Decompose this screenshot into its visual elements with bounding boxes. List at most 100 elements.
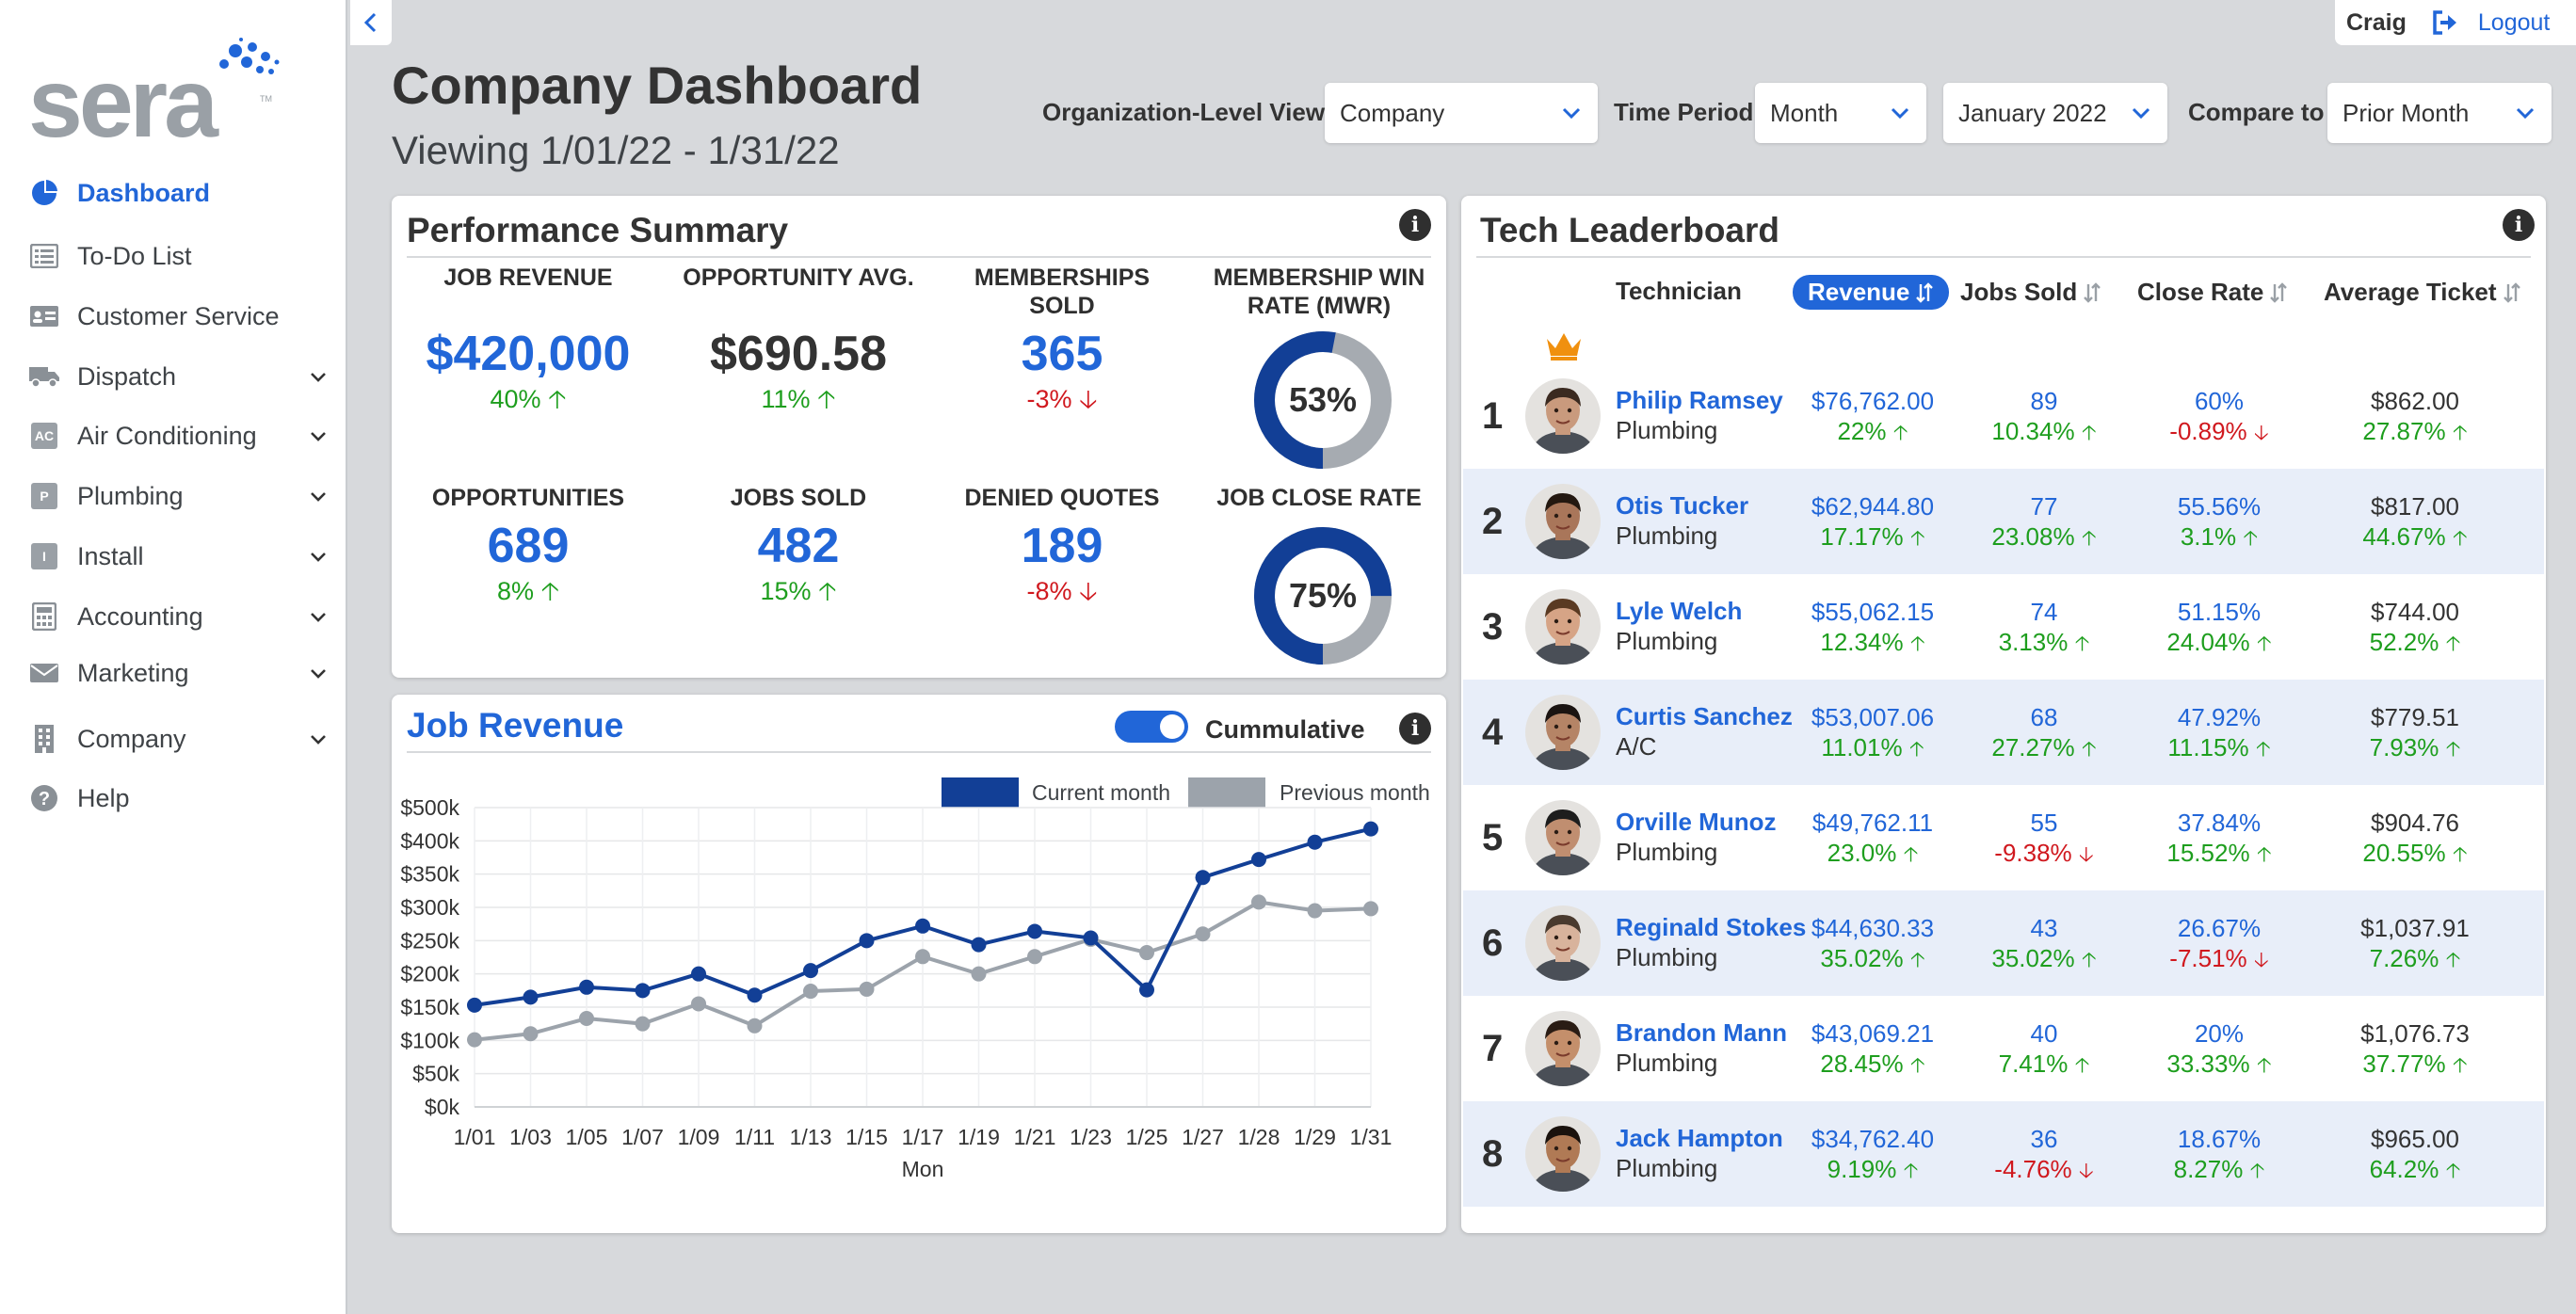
technician-department: Plumbing	[1616, 521, 1718, 550]
close-change: 15.52% 🡡	[2166, 839, 2272, 867]
leaderboard-row[interactable]: 3 Lyle Welch Plumbing $55,062.15 12.34% 🡡 74 3…	[1463, 574, 2544, 680]
data-point-previous	[1027, 949, 1042, 965]
data-point-current	[747, 987, 763, 1003]
arrow-up-icon: 🡡	[2081, 421, 2097, 444]
ticket-change: 27.87% 🡡	[2362, 417, 2468, 445]
leaderboard-row[interactable]: 5 Orville Munoz Plumbing $49,762.11 23.0% 🡡 5…	[1463, 785, 2544, 890]
column-header-average-ticket[interactable]: Average Ticket	[2324, 278, 2521, 307]
org-level-select[interactable]: Company	[1325, 83, 1598, 143]
arrow-down-icon: 🡣	[2253, 948, 2269, 971]
kpi-value: 189	[1021, 519, 1103, 573]
revenue-change: 9.19% 🡡	[1827, 1155, 1919, 1183]
x-tick-label: 1/07	[621, 1125, 664, 1149]
chevron-down-icon	[2516, 107, 2535, 120]
kpi-value: $690.58	[710, 327, 887, 381]
arrow-up-icon: 🡡	[1892, 421, 1908, 444]
sidebar-item-help[interactable]: ? Help	[28, 775, 330, 822]
compare-to-select[interactable]: Prior Month	[2327, 83, 2552, 143]
sidebar-item-todo[interactable]: To-Do List	[28, 232, 330, 280]
ticket-cell: $817.00 44.67% 🡡	[2335, 491, 2495, 553]
envelope-icon	[28, 657, 60, 689]
donut-fill	[1254, 527, 1392, 665]
x-tick-label: 1/21	[1014, 1125, 1056, 1149]
tech-leaderboard-title: Tech Leaderboard	[1480, 211, 1780, 249]
compare-to-value: Prior Month	[2343, 98, 2470, 127]
avatar	[1525, 800, 1601, 875]
leaderboard-row[interactable]: 1 Philip Ramsey Plumbing $76,762.00 22% 🡡 89 1…	[1463, 363, 2544, 469]
sera-logo[interactable]: sera TM	[28, 38, 280, 152]
jobs-value: 43	[2030, 914, 2058, 942]
technician-name[interactable]: Jack Hampton	[1616, 1124, 1783, 1152]
technician-name[interactable]: Otis Tucker	[1616, 491, 1749, 520]
data-point-previous	[635, 1016, 651, 1032]
info-icon[interactable]: i	[2503, 209, 2535, 241]
technician-name[interactable]: Philip Ramsey	[1616, 386, 1783, 414]
leaderboard-row[interactable]: 8 Jack Hampton Plumbing $34,762.40 9.19% 🡡 36…	[1463, 1101, 2544, 1207]
jobs-value: 55	[2030, 809, 2058, 837]
technician-name[interactable]: Lyle Welch	[1616, 597, 1743, 625]
column-header-jobs-sold[interactable]: Jobs Sold	[1960, 278, 2101, 307]
revenue-value: $76,762.00	[1811, 387, 1935, 415]
sort-icon	[2084, 281, 2101, 303]
sidebar-item-accounting[interactable]: Accounting	[28, 593, 330, 640]
sidebar-item-company[interactable]: Company	[28, 715, 330, 762]
arrow-up-icon: 🡡	[2445, 1159, 2461, 1182]
arrow-up-icon: 🡡	[2445, 632, 2461, 655]
arrow-up-icon: 🡡	[2452, 1053, 2468, 1077]
jobs-value: 68	[2030, 703, 2058, 731]
leaderboard-row[interactable]: 7 Brandon Mann Plumbing $43,069.21 28.45% 🡡 4…	[1463, 996, 2544, 1101]
jobs-change: 27.27% 🡡	[1991, 733, 2097, 761]
time-period-select[interactable]: Month	[1755, 83, 1926, 143]
sidebar-item-dashboard[interactable]: Dashboard	[28, 169, 330, 216]
y-tick-label: $200k	[400, 962, 459, 986]
ticket-value: $862.00	[2371, 387, 2459, 415]
revenue-cell: $43,069.21 28.45% 🡡	[1793, 1018, 1953, 1081]
technician-name[interactable]: Orville Munoz	[1616, 808, 1777, 836]
leaderboard-row[interactable]: 4 Curtis Sanchez A/C $53,007.06 11.01% 🡡 68 27…	[1463, 680, 2544, 785]
y-tick-label: $500k	[400, 798, 459, 820]
technician-name[interactable]: Brandon Mann	[1616, 1018, 1787, 1047]
column-header-revenue[interactable]: Revenue	[1793, 275, 1950, 310]
logout-button[interactable]: Logout	[2431, 9, 2550, 37]
month-select[interactable]: January 2022	[1943, 83, 2167, 143]
sidebar-item-install[interactable]: I Install	[28, 533, 330, 580]
sidebar-item-dispatch[interactable]: Dispatch	[28, 353, 330, 400]
revenue-cell: $34,762.40 9.19% 🡡	[1793, 1124, 1953, 1186]
data-point-current	[467, 997, 482, 1013]
close-value: 51.15%	[2177, 598, 2262, 626]
technician-name[interactable]: Reginald Stokes	[1616, 913, 1807, 941]
sidebar-item-plumbing[interactable]: P Plumbing	[28, 473, 330, 520]
jobs-change: 35.02% 🡡	[1991, 944, 2097, 972]
info-icon[interactable]: i	[1399, 209, 1431, 241]
avatar	[1525, 1116, 1601, 1192]
data-point-current	[915, 918, 930, 934]
info-icon[interactable]: i	[1399, 713, 1431, 745]
column-header-close-rate[interactable]: Close Rate	[2137, 278, 2288, 307]
sidebar-item-air-conditioning[interactable]: AC Air Conditioning	[28, 412, 330, 459]
technician-department: Plumbing	[1616, 838, 1718, 866]
ticket-cell: $1,076.73 37.77% 🡡	[2335, 1018, 2495, 1081]
leaderboard-row[interactable]: 2 Otis Tucker Plumbing $62,944.80 17.17% 🡡 77…	[1463, 469, 2544, 574]
chevron-down-icon	[1891, 107, 1909, 120]
kpi-label: OPPORTUNITIES	[431, 485, 625, 511]
y-tick-label: $350k	[400, 862, 459, 887]
kpi-change: -3% 🡣	[1026, 385, 1098, 413]
time-period-value: Month	[1770, 98, 1839, 127]
sidebar-item-customer-service[interactable]: Customer Service	[28, 293, 330, 340]
sidebar-item-label: Plumbing	[77, 481, 184, 510]
data-point-previous	[803, 984, 818, 1000]
data-point-current	[1083, 930, 1099, 946]
kpi-label: JOB REVENUE	[443, 264, 613, 291]
jobs-cell: 40 7.41% 🡡	[1964, 1018, 2124, 1081]
logout-label: Logout	[2477, 8, 2551, 36]
technician-name[interactable]: Curtis Sanchez	[1616, 702, 1793, 730]
sidebar-item-marketing[interactable]: Marketing	[28, 649, 330, 697]
close-cell: 47.92% 11.15% 🡡	[2139, 702, 2299, 764]
ticket-value: $817.00	[2371, 492, 2459, 521]
collapse-sidebar-button[interactable]	[350, 0, 392, 45]
jobs-cell: 43 35.02% 🡡	[1964, 913, 2124, 975]
cumulative-toggle[interactable]	[1115, 711, 1188, 743]
data-point-current	[523, 989, 539, 1005]
data-point-current	[859, 933, 875, 949]
leaderboard-row[interactable]: 6 Reginald Stokes Plumbing $44,630.33 35.02%…	[1463, 890, 2544, 996]
